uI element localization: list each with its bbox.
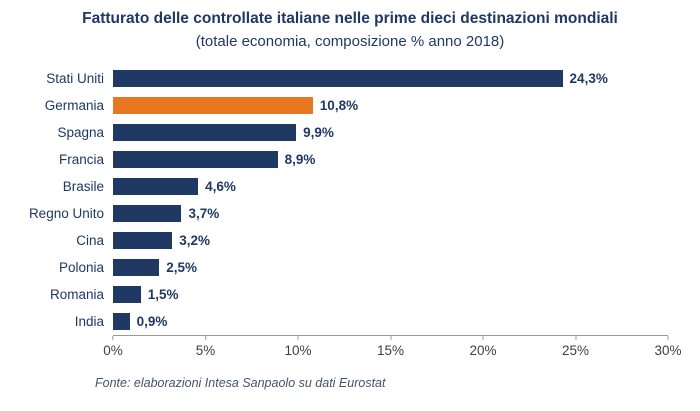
bar bbox=[113, 178, 199, 195]
bar-row: Romania 1,5% bbox=[0, 281, 700, 308]
category-label: Francia bbox=[58, 152, 104, 167]
bar bbox=[113, 313, 130, 330]
tick-mark bbox=[667, 336, 669, 340]
bar-track: 3,2% bbox=[113, 232, 668, 249]
category-label: Spagna bbox=[57, 125, 104, 140]
bar-track: 10,8% bbox=[113, 97, 668, 114]
chart-title: Fatturato delle controllate italiane nel… bbox=[82, 10, 618, 27]
bar-track: 4,6% bbox=[113, 178, 668, 195]
bar bbox=[113, 286, 141, 303]
tick-label: 20% bbox=[469, 343, 497, 358]
value-label: 3,7% bbox=[188, 206, 220, 221]
x-axis: 0% 5% 10% 15% 20% 25% 30% bbox=[103, 335, 682, 362]
bar-track: 3,7% bbox=[113, 205, 668, 222]
value-label: 9,9% bbox=[303, 125, 334, 140]
category-label: Regno Unito bbox=[28, 206, 104, 221]
tick-label: 5% bbox=[195, 343, 216, 358]
bar-row: Cina 3,2% bbox=[0, 227, 700, 254]
tick-mark bbox=[112, 336, 114, 340]
value-label: 4,6% bbox=[205, 179, 236, 194]
x-axis-tick: 25% bbox=[562, 336, 589, 358]
bar-track: 9,9% bbox=[113, 124, 668, 141]
value-label: 0,9% bbox=[136, 314, 168, 329]
x-axis-tick: 30% bbox=[654, 336, 682, 358]
bar-rows: Stati Uniti 24,3% Germania 10,8% Spagna 9,9% F… bbox=[0, 65, 700, 335]
bar-row: Spagna 9,9% bbox=[0, 119, 700, 146]
tick-label: 25% bbox=[561, 343, 590, 358]
bar bbox=[113, 151, 278, 168]
bar-track: 1,5% bbox=[113, 286, 668, 303]
bar-row: Polonia 2,5% bbox=[0, 254, 700, 281]
bar bbox=[113, 232, 173, 249]
tick-mark bbox=[390, 336, 391, 340]
bar bbox=[113, 70, 563, 87]
x-axis-tick: 5% bbox=[195, 336, 216, 358]
bar-track: 2,5% bbox=[113, 259, 668, 276]
bar-chart: Stati Uniti 24,3% Germania 10,8% Spagna 9,9% F… bbox=[0, 65, 700, 362]
tick-mark bbox=[204, 336, 206, 340]
tick-mark bbox=[297, 336, 299, 340]
category-label: Romania bbox=[49, 287, 104, 302]
tick-label: 30% bbox=[654, 343, 682, 358]
category-label: Brasile bbox=[62, 179, 104, 194]
bar-row: India 0,9% bbox=[0, 308, 700, 335]
tick-label: 10% bbox=[284, 343, 312, 358]
category-label: Polonia bbox=[58, 260, 104, 275]
tick-label: 15% bbox=[376, 343, 405, 358]
bar-row: Brasile 4,6% bbox=[0, 173, 700, 200]
category-label: India bbox=[74, 314, 104, 329]
value-label: 3,2% bbox=[179, 233, 210, 248]
value-label: 24,3% bbox=[569, 71, 608, 86]
category-label: Cina bbox=[76, 233, 104, 248]
bar bbox=[113, 259, 160, 276]
bar bbox=[113, 124, 297, 141]
bar bbox=[113, 205, 182, 222]
tick-mark bbox=[482, 336, 484, 340]
bar-row: Regno Unito 3,7% bbox=[0, 200, 700, 227]
value-label: 1,5% bbox=[147, 287, 179, 302]
bar-row: Germania 10,8% bbox=[0, 92, 700, 119]
value-label: 2,5% bbox=[166, 260, 198, 275]
category-label: Germania bbox=[44, 98, 104, 113]
bar-track: 0,9% bbox=[113, 313, 668, 330]
x-axis-tick: 20% bbox=[469, 336, 497, 358]
bar-row: Stati Uniti 24,3% bbox=[0, 65, 700, 92]
bar-track: 8,9% bbox=[113, 151, 668, 168]
value-label: 10,8% bbox=[319, 98, 359, 113]
source-note: Fonte: elaborazioni Intesa Sanpaolo su d… bbox=[95, 376, 386, 390]
chart-subtitle: (totale economia, composizione % anno 20… bbox=[195, 33, 505, 50]
tick-label: 0% bbox=[103, 343, 123, 358]
bar-row: Francia 8,9% bbox=[0, 146, 700, 173]
value-label: 8,9% bbox=[284, 152, 316, 167]
x-axis-tick: 0% bbox=[103, 336, 123, 358]
category-label: Stati Uniti bbox=[46, 71, 104, 86]
x-axis-tick: 15% bbox=[377, 336, 404, 358]
tick-mark bbox=[575, 336, 576, 340]
bar-highlight bbox=[113, 97, 313, 114]
x-axis-tick: 10% bbox=[284, 336, 312, 358]
bar-track: 24,3% bbox=[113, 70, 668, 87]
